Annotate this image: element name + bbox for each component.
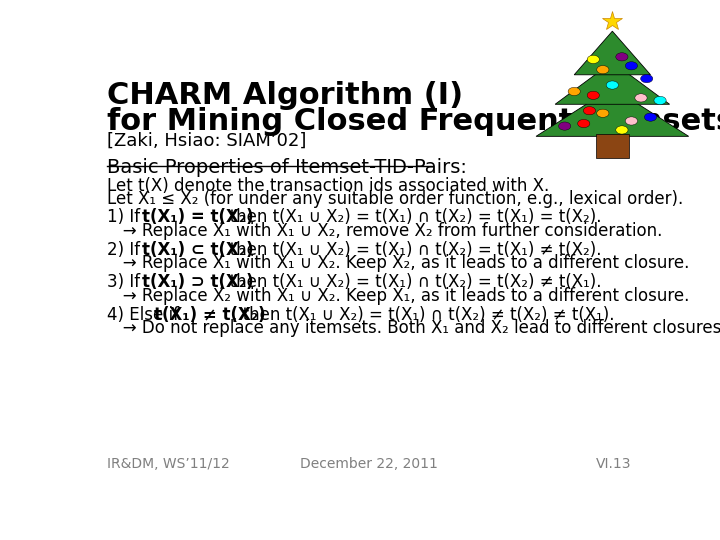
Text: 1) If: 1) If — [107, 208, 145, 226]
Text: t(X₁) ⊂ t(X₂): t(X₁) ⊂ t(X₂) — [142, 241, 253, 259]
Circle shape — [644, 113, 657, 121]
Circle shape — [626, 117, 637, 125]
Circle shape — [588, 55, 599, 64]
Circle shape — [597, 65, 609, 74]
Text: , then t(X₁ ∪ X₂) = t(X₁) ∩ t(X₂) ≠ t(X₂) ≠ t(X₁).: , then t(X₁ ∪ X₂) = t(X₁) ∩ t(X₂) ≠ t(X₂… — [232, 306, 614, 323]
Text: → Replace X₁ with X₁ ∪ X₂. Keep X₂, as it leads to a different closure.: → Replace X₁ with X₁ ∪ X₂. Keep X₂, as i… — [107, 254, 689, 272]
Text: t(X₁) ≠ t(X₂): t(X₁) ≠ t(X₂) — [154, 306, 266, 323]
Text: t(X₁) ⊃ t(X₂): t(X₁) ⊃ t(X₂) — [142, 273, 253, 291]
Text: CHARM Algorithm (I): CHARM Algorithm (I) — [107, 82, 463, 111]
Polygon shape — [575, 31, 651, 75]
Text: Let t(X) denote the transaction ids associated with X.: Let t(X) denote the transaction ids asso… — [107, 177, 549, 195]
Text: [Zaki, Hsiao: SIAM’02]: [Zaki, Hsiao: SIAM’02] — [107, 131, 306, 150]
Circle shape — [635, 94, 647, 102]
Text: December 22, 2011: December 22, 2011 — [300, 457, 438, 471]
Text: → Replace X₁ with X₁ ∪ X₂, remove X₂ from further consideration.: → Replace X₁ with X₁ ∪ X₂, remove X₂ fro… — [107, 222, 662, 240]
Text: → Replace X₂ with X₁ ∪ X₂. Keep X₁, as it leads to a different closure.: → Replace X₂ with X₁ ∪ X₂. Keep X₁, as i… — [107, 287, 689, 305]
Text: 4) Else if: 4) Else if — [107, 306, 184, 323]
Polygon shape — [536, 87, 688, 137]
Circle shape — [559, 122, 571, 130]
Text: for Mining Closed Frequent Itemsets: for Mining Closed Frequent Itemsets — [107, 107, 720, 136]
Text: VI.13: VI.13 — [595, 457, 631, 471]
Text: IR&DM, WS’11/12: IR&DM, WS’11/12 — [107, 457, 230, 471]
Text: 2) If: 2) If — [107, 241, 145, 259]
Text: , then t(X₁ ∪ X₂) = t(X₁) ∩ t(X₂) = t(X₁) ≠ t(X₂).: , then t(X₁ ∪ X₂) = t(X₁) ∩ t(X₂) = t(X₁… — [220, 241, 602, 259]
Circle shape — [641, 75, 653, 83]
Circle shape — [588, 91, 599, 99]
Circle shape — [597, 109, 609, 117]
Circle shape — [568, 87, 580, 96]
Text: 3) If: 3) If — [107, 273, 145, 291]
Text: , then t(X₁ ∪ X₂) = t(X₁) ∩ t(X₂) = t(X₁) = t(X₂).: , then t(X₁ ∪ X₂) = t(X₁) ∩ t(X₂) = t(X₁… — [220, 208, 602, 226]
Circle shape — [577, 119, 590, 127]
Text: Basic Properties of Itemset-TID-Pairs:: Basic Properties of Itemset-TID-Pairs: — [107, 158, 467, 177]
Circle shape — [583, 106, 595, 115]
Circle shape — [626, 62, 637, 70]
Text: Let X₁ ≤ X₂ (for under any suitable order function, e.g., lexical order).: Let X₁ ≤ X₂ (for under any suitable orde… — [107, 190, 683, 207]
Text: , then t(X₁ ∪ X₂) = t(X₁) ∩ t(X₂) = t(X₂) ≠ t(X₁).: , then t(X₁ ∪ X₂) = t(X₁) ∩ t(X₂) = t(X₂… — [220, 273, 602, 291]
Circle shape — [616, 53, 628, 61]
Text: t(X₁) = t(X₂): t(X₁) = t(X₂) — [142, 208, 253, 226]
Circle shape — [654, 96, 666, 105]
Circle shape — [606, 81, 618, 89]
Polygon shape — [555, 62, 670, 104]
Text: → Do not replace any itemsets. Both X₁ and X₂ lead to different closures.: → Do not replace any itemsets. Both X₁ a… — [107, 319, 720, 338]
Bar — [596, 134, 629, 158]
Circle shape — [616, 126, 628, 134]
